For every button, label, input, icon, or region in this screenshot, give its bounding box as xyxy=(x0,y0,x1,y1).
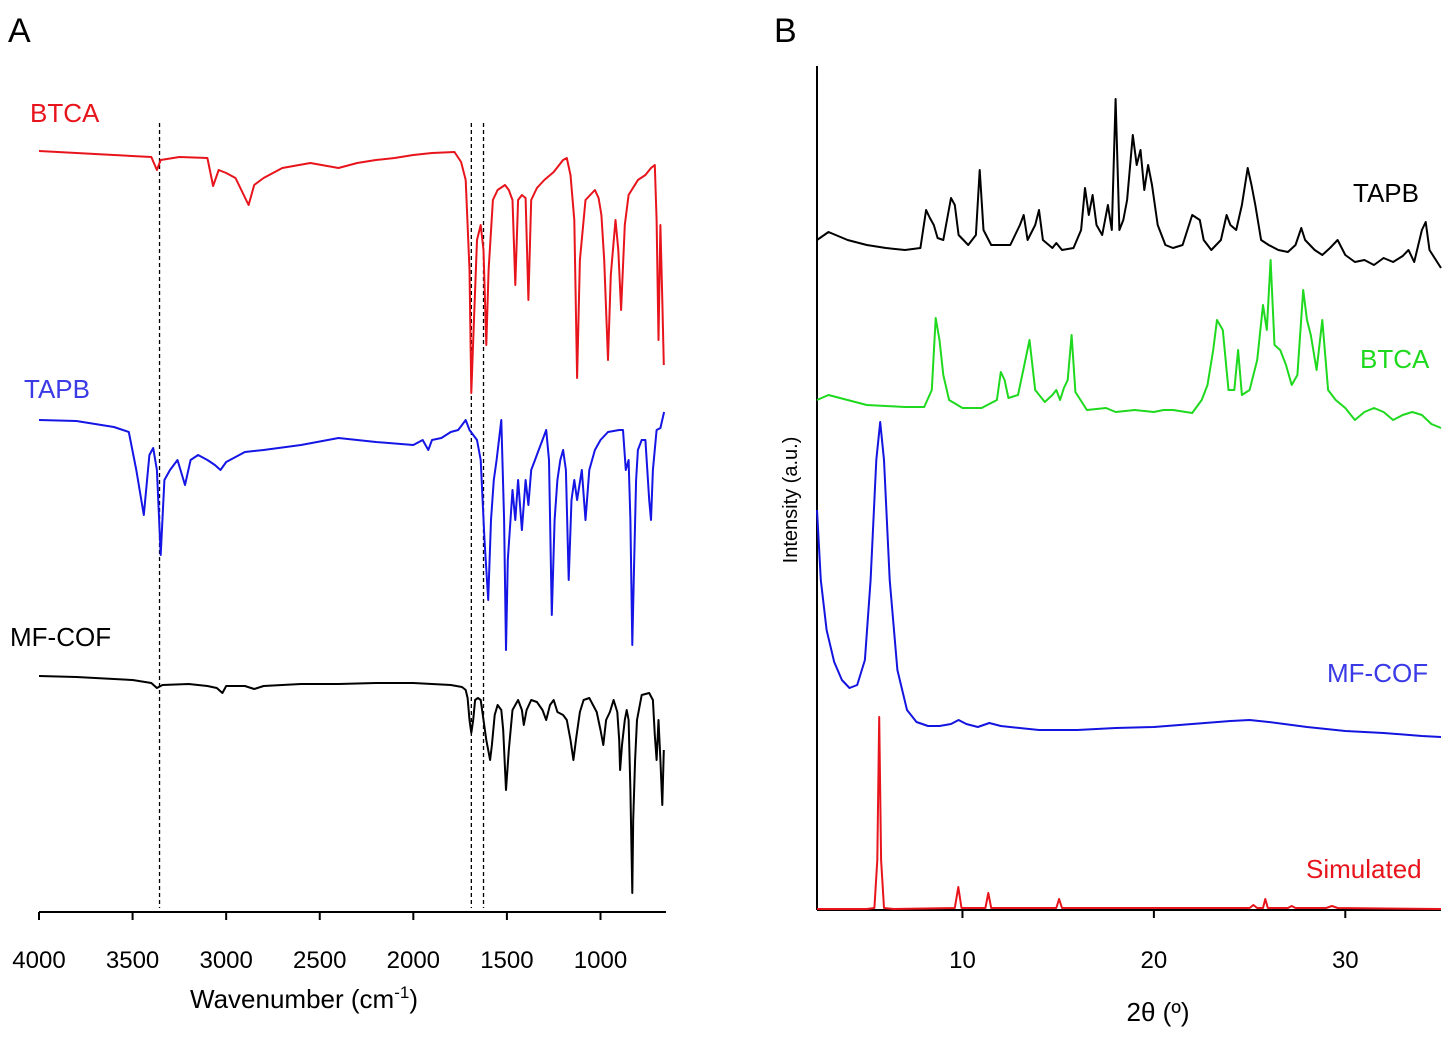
ftir-line-mf-cof xyxy=(38,675,665,894)
pxrd-label-tapb: TAPB xyxy=(1353,178,1419,208)
pxrd-label-simulated: Simulated xyxy=(1306,854,1422,884)
panel-label-b: B xyxy=(774,12,797,50)
pxrd-series xyxy=(816,98,1442,910)
pxrd-line-mf-cof xyxy=(816,421,1442,738)
ftir-tick-label-1000: 1000 xyxy=(574,947,627,974)
ftir-reference-lines xyxy=(158,123,485,908)
pxrd-y-axis-label: Intensity (a.u.) xyxy=(780,437,802,564)
ftir-tick-label-4000: 4000 xyxy=(12,947,65,974)
ftir-tick-label-3000: 3000 xyxy=(199,947,252,974)
pxrd-label-mfcof: MF-COF xyxy=(1327,658,1428,688)
ftir-series-labels: BTCA TAPB MF-COF xyxy=(10,98,111,652)
ftir-tick-label-2500: 2500 xyxy=(293,947,346,974)
ftir-series xyxy=(38,150,666,894)
ftir-x-label-sup: -1 xyxy=(394,983,409,1002)
ftir-x-ticks: 4000 3500 3000 2500 2000 1500 1000 xyxy=(12,912,627,974)
pxrd-x-axis-label: 2θ (º) xyxy=(1127,997,1190,1027)
ftir-x-label-end: ) xyxy=(409,984,418,1014)
pxrd-tick-label-10: 10 xyxy=(949,947,976,974)
pxrd-line-btca xyxy=(816,259,1442,429)
pxrd-series-labels: TAPB BTCA MF-COF Simulated xyxy=(1306,178,1430,884)
pxrd-tick-label-20: 20 xyxy=(1141,947,1168,974)
ftir-label-btca: BTCA xyxy=(30,98,100,128)
pxrd-label-btca: BTCA xyxy=(1360,344,1430,374)
ftir-x-axis-label: Wavenumber (cm-1) xyxy=(190,983,418,1014)
pxrd-chart: 10 20 30 TAPB BTCA MF-COF Simulated Intens… xyxy=(780,66,1442,1027)
pxrd-line-simulated xyxy=(817,716,1442,910)
pxrd-line-tapb xyxy=(816,98,1442,269)
ftir-tick-label-3500: 3500 xyxy=(106,947,159,974)
ftir-chart: 4000 3500 3000 2500 2000 1500 1000 BTCA TAPB M… xyxy=(10,98,666,1014)
ftir-tick-label-2000: 2000 xyxy=(387,947,440,974)
pxrd-tick-label-30: 30 xyxy=(1332,947,1359,974)
ftir-label-mfcof: MF-COF xyxy=(10,622,111,652)
ftir-line-tapb xyxy=(38,411,666,651)
ftir-x-label-main: Wavenumber (cm xyxy=(190,984,394,1014)
ftir-label-tapb: TAPB xyxy=(24,374,90,404)
ftir-tick-label-1500: 1500 xyxy=(480,947,533,974)
pxrd-x-ticks: 10 20 30 xyxy=(949,910,1359,974)
panel-label-a: A xyxy=(8,12,31,50)
ftir-line-btca xyxy=(38,150,665,394)
